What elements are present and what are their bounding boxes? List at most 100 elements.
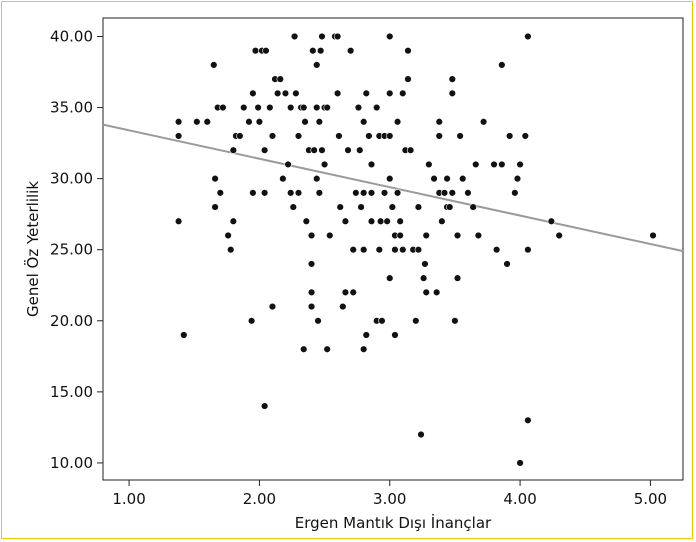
x-tick-label: 1.00 bbox=[112, 490, 145, 508]
data-point bbox=[281, 89, 290, 98]
data-point bbox=[313, 61, 321, 69]
data-point bbox=[219, 103, 227, 112]
data-point bbox=[307, 231, 316, 240]
data-point bbox=[227, 246, 235, 254]
data-point bbox=[399, 246, 407, 254]
data-point bbox=[279, 174, 287, 183]
data-point bbox=[229, 217, 238, 225]
data-point bbox=[513, 174, 522, 183]
x-tick-label: 5.00 bbox=[634, 490, 667, 508]
data-point bbox=[174, 118, 183, 126]
data-point bbox=[357, 203, 365, 211]
data-point bbox=[255, 118, 264, 126]
data-point bbox=[310, 146, 318, 154]
x-tick-label: 4.00 bbox=[503, 490, 536, 508]
data-point bbox=[349, 288, 357, 297]
data-point bbox=[367, 189, 376, 197]
data-point bbox=[435, 132, 443, 140]
data-point bbox=[386, 174, 394, 183]
data-point bbox=[307, 302, 316, 311]
data-point bbox=[315, 118, 324, 126]
data-point bbox=[393, 189, 402, 197]
data-point bbox=[422, 288, 430, 297]
data-point bbox=[498, 160, 506, 169]
data-point bbox=[240, 103, 248, 112]
data-point bbox=[273, 89, 282, 98]
data-point bbox=[547, 217, 556, 225]
y-axis-title: Genel Öz Yeterlilik bbox=[23, 181, 42, 317]
data-point bbox=[472, 160, 480, 169]
data-point bbox=[313, 103, 321, 112]
data-point bbox=[346, 46, 355, 55]
data-point bbox=[174, 132, 183, 140]
data-point bbox=[174, 217, 183, 225]
x-axis-title: Ergen Mantık Dışı İnançlar bbox=[295, 513, 492, 532]
x-tick-label: 3.00 bbox=[373, 490, 406, 508]
data-point bbox=[359, 246, 368, 254]
data-point bbox=[396, 231, 404, 240]
data-point bbox=[316, 46, 325, 55]
data-point bbox=[313, 174, 321, 183]
data-point bbox=[301, 118, 309, 126]
data-point bbox=[326, 231, 334, 240]
data-point bbox=[386, 274, 394, 282]
data-point bbox=[492, 246, 501, 254]
data-point bbox=[276, 75, 284, 83]
data-point bbox=[649, 231, 657, 240]
data-point bbox=[435, 118, 443, 126]
data-point bbox=[388, 203, 397, 211]
data-point bbox=[294, 132, 303, 140]
data-point bbox=[300, 345, 308, 353]
data-point bbox=[254, 103, 262, 112]
data-point bbox=[260, 402, 269, 410]
data-point bbox=[511, 189, 519, 197]
data-point bbox=[359, 345, 368, 353]
data-point bbox=[268, 132, 277, 140]
data-point bbox=[555, 231, 563, 240]
data-point bbox=[448, 89, 457, 98]
data-point bbox=[380, 189, 389, 197]
data-point bbox=[262, 46, 270, 55]
data-point bbox=[323, 103, 331, 112]
data-point bbox=[521, 132, 529, 140]
data-point bbox=[396, 217, 404, 225]
data-point bbox=[333, 89, 342, 98]
data-point bbox=[386, 132, 394, 140]
data-point bbox=[448, 75, 457, 83]
y-tick-label: 35.00 bbox=[50, 99, 93, 117]
data-point bbox=[503, 260, 511, 268]
data-point bbox=[352, 189, 360, 197]
data-point bbox=[445, 203, 454, 211]
data-point bbox=[292, 89, 300, 98]
data-point bbox=[349, 246, 357, 254]
data-point bbox=[266, 103, 274, 112]
y-tick-label: 25.00 bbox=[50, 241, 93, 259]
data-point bbox=[289, 203, 297, 211]
data-point bbox=[516, 160, 524, 169]
regression-line bbox=[102, 123, 684, 253]
data-point bbox=[453, 231, 462, 240]
data-point bbox=[251, 46, 260, 55]
data-point bbox=[315, 189, 324, 197]
data-point bbox=[335, 132, 343, 140]
data-point bbox=[448, 189, 457, 197]
data-point bbox=[373, 103, 381, 112]
data-point bbox=[524, 246, 532, 254]
data-point bbox=[406, 146, 415, 154]
data-point bbox=[375, 246, 384, 254]
data-point bbox=[260, 189, 269, 197]
data-point bbox=[365, 132, 373, 140]
data-point bbox=[422, 231, 430, 240]
data-point bbox=[284, 160, 292, 169]
data-point bbox=[391, 246, 399, 254]
data-point bbox=[453, 274, 462, 282]
data-point bbox=[286, 103, 295, 112]
data-point bbox=[224, 231, 232, 240]
data-point bbox=[356, 146, 364, 154]
data-point bbox=[307, 260, 316, 268]
data-point bbox=[229, 146, 238, 154]
data-point bbox=[300, 103, 308, 112]
data-point bbox=[307, 288, 316, 297]
